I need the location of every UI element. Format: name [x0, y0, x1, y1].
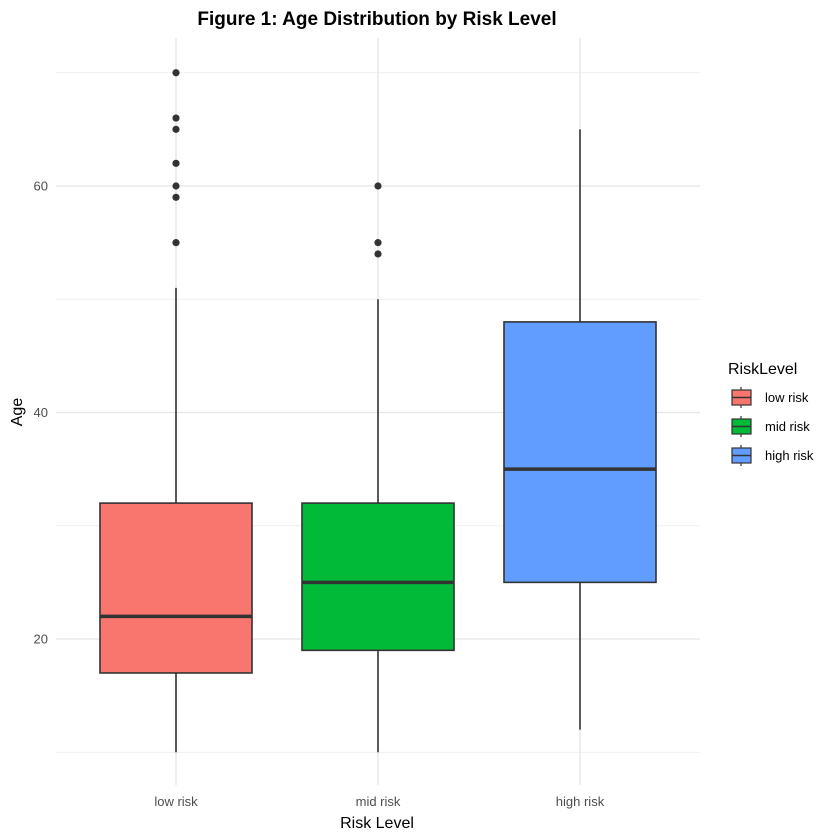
x-tick-label: mid risk: [356, 794, 401, 809]
legend-key-high-risk: [731, 445, 752, 466]
y-axis-ticks: 20 40 60: [34, 179, 48, 647]
outlier-point: [172, 114, 180, 122]
y-tick-label: 40: [34, 405, 48, 420]
outlier-point: [172, 193, 180, 201]
outlier-point: [172, 182, 180, 190]
x-axis-title: Risk Level: [340, 815, 414, 832]
x-tick-label: low risk: [154, 794, 198, 809]
y-tick-label: 20: [34, 632, 48, 647]
outlier-point: [374, 239, 382, 247]
legend-label: mid risk: [765, 419, 810, 434]
outlier-point: [374, 182, 382, 190]
x-tick-label: high risk: [556, 794, 605, 809]
boxplot-low-risk: [99, 69, 253, 753]
legend-key-low-risk: [731, 387, 752, 408]
boxplot-high-risk: [503, 129, 657, 730]
y-tick-label: 60: [34, 179, 48, 194]
boxplot-mid-risk: [301, 182, 455, 753]
outlier-point: [172, 239, 180, 247]
boxplots: [99, 69, 657, 753]
legend-title: RiskLevel: [728, 361, 797, 378]
outlier-point: [374, 250, 382, 258]
outlier-point: [172, 69, 180, 77]
legend: RiskLevel low risk mid risk high risk: [728, 361, 814, 466]
x-axis-ticks: low risk mid risk high risk: [154, 794, 604, 809]
legend-label: low risk: [765, 390, 809, 405]
legend-label: high risk: [765, 448, 814, 463]
outlier-point: [172, 159, 180, 167]
box: [503, 321, 657, 584]
legend-key-mid-risk: [731, 416, 752, 437]
box: [99, 502, 253, 674]
y-axis-title: Age: [9, 398, 26, 427]
outlier-point: [172, 125, 180, 133]
chart-title: Figure 1: Age Distribution by Risk Level: [197, 9, 556, 30]
box: [301, 502, 455, 652]
